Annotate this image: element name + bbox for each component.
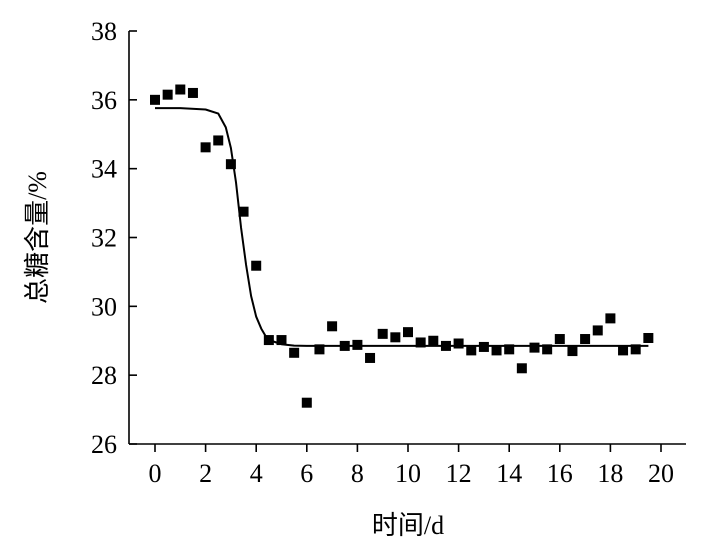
data-point xyxy=(327,321,338,332)
fit-curve-layer xyxy=(155,107,649,347)
data-point xyxy=(377,328,388,339)
data-point xyxy=(466,345,477,356)
data-point xyxy=(187,87,198,98)
y-tick-label: 32 xyxy=(91,224,117,253)
data-point xyxy=(516,363,527,374)
x-tick-label: 4 xyxy=(250,459,263,488)
x-tick-label: 14 xyxy=(496,459,522,488)
fit-curve xyxy=(155,107,649,347)
data-point xyxy=(580,334,591,345)
data-point xyxy=(428,335,439,346)
data-point xyxy=(453,338,464,349)
x-tick-label: 18 xyxy=(597,459,623,488)
data-point xyxy=(529,342,540,353)
data-point xyxy=(225,159,236,170)
data-point xyxy=(504,344,515,355)
y-axis-title: 总糖含量/% xyxy=(23,171,52,304)
data-point xyxy=(238,206,249,217)
y-tick-label: 30 xyxy=(91,292,117,321)
data-point xyxy=(150,94,160,105)
data-point xyxy=(415,337,426,348)
data-points-layer xyxy=(150,84,654,408)
x-tick-label: 6 xyxy=(300,459,313,488)
y-tick-label: 36 xyxy=(91,86,117,115)
data-point xyxy=(542,344,553,355)
data-point xyxy=(618,345,629,356)
data-point xyxy=(263,335,274,346)
data-point xyxy=(339,340,350,351)
y-tick-label: 38 xyxy=(91,17,117,46)
x-tick-label: 0 xyxy=(149,459,162,488)
data-point xyxy=(478,341,489,352)
x-tick-label: 20 xyxy=(648,459,674,488)
y-tick-label: 34 xyxy=(91,155,117,184)
data-point xyxy=(200,142,211,153)
data-point xyxy=(314,344,325,355)
data-point xyxy=(592,325,603,336)
x-tick-label: 12 xyxy=(446,459,472,488)
data-point xyxy=(403,327,413,338)
x-tick-label: 8 xyxy=(351,459,364,488)
x-tick-label: 16 xyxy=(547,459,573,488)
x-axis-title: 时间/d xyxy=(372,511,444,540)
data-point xyxy=(251,260,262,271)
y-tick-label: 28 xyxy=(91,361,117,390)
axes: 26 28 30 32 34 36 38 0 2 4 6 8 10 12 14 16 18 20 xyxy=(91,17,686,488)
data-point xyxy=(301,397,312,408)
data-point xyxy=(289,347,300,358)
data-point xyxy=(491,345,502,356)
data-point xyxy=(567,346,578,357)
data-point xyxy=(630,344,641,355)
y-tick-label: 26 xyxy=(91,430,117,459)
data-point xyxy=(365,352,376,363)
data-point xyxy=(605,313,616,324)
data-point xyxy=(554,334,565,345)
data-point xyxy=(276,335,287,346)
data-point xyxy=(643,332,654,343)
data-point xyxy=(213,135,224,146)
data-point xyxy=(390,332,401,343)
data-point xyxy=(162,89,173,100)
data-point xyxy=(352,339,363,350)
x-tick-label: 10 xyxy=(395,459,421,488)
x-tick-label: 2 xyxy=(199,459,212,488)
data-point xyxy=(440,340,451,351)
data-point xyxy=(175,84,186,95)
